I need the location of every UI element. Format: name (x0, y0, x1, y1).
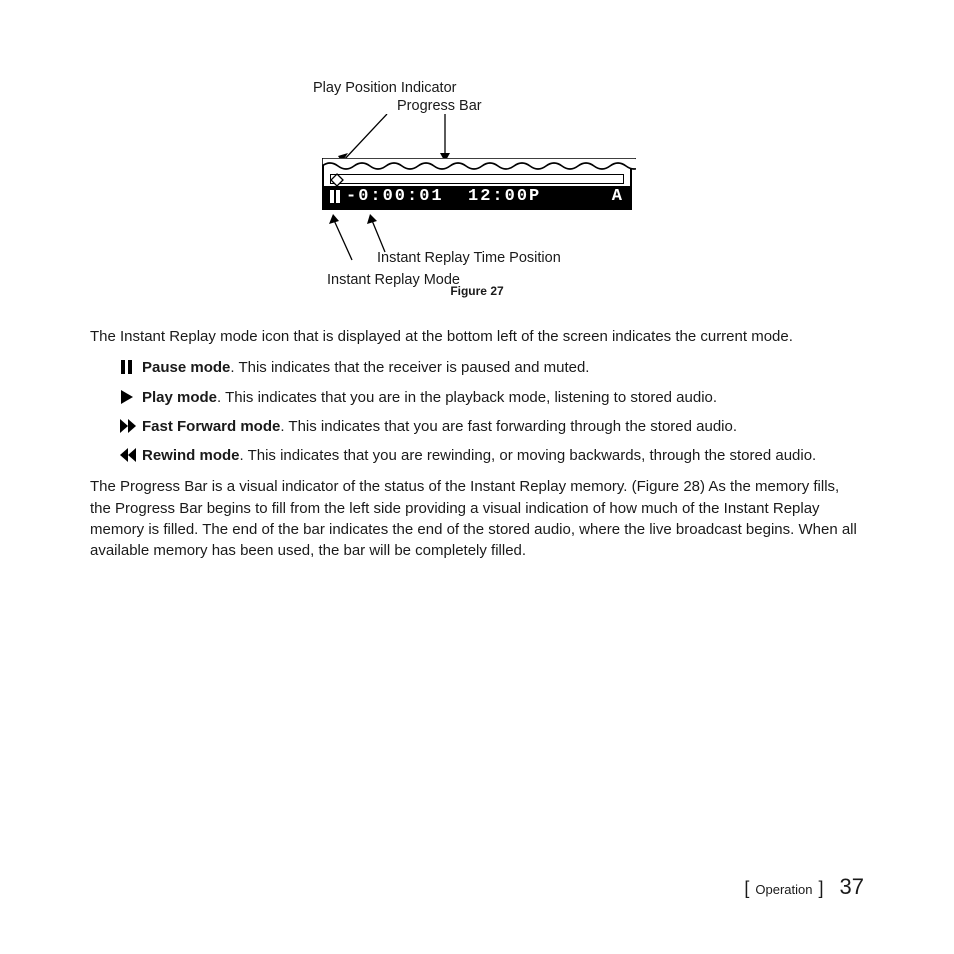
mode-play: Play mode. This indicates that you are i… (120, 387, 864, 408)
bracket-open: [ (744, 878, 749, 899)
body-text: The Instant Replay mode icon that is dis… (90, 326, 864, 562)
mode-ff-desc: . This indicates that you are fast forwa… (280, 418, 737, 435)
progress-row (324, 170, 630, 186)
label-instant-replay-mode: Instant Replay Mode (327, 272, 460, 288)
lcd-clock: 12:00P (468, 187, 541, 206)
play-position-indicator-icon (330, 173, 344, 187)
footer-section: Operation (755, 882, 812, 897)
label-play-position-indicator: Play Position Indicator (313, 80, 647, 96)
mode-pause-desc: . This indicates that the receiver is pa… (230, 359, 589, 376)
page-root: Play Position Indicator Progress Bar (0, 0, 954, 954)
bracket-close: ] (819, 878, 824, 899)
lcd-display: -0:00:01 12:00P A (322, 160, 632, 210)
page-footer: [ Operation ] 37 (744, 874, 864, 900)
mode-rw-label: Rewind mode (142, 447, 240, 464)
arrows-top (307, 114, 647, 160)
pause-icon (120, 357, 142, 378)
mode-rw: Rewind mode. This indicates that you are… (120, 445, 864, 466)
mode-list: Pause mode. This indicates that the rece… (90, 357, 864, 466)
mode-play-desc: . This indicates that you are in the pla… (217, 389, 717, 406)
label-progress-bar: Progress Bar (397, 98, 647, 114)
page-number: 37 (840, 874, 864, 900)
mode-ff: Fast Forward mode. This indicates that y… (120, 416, 864, 437)
play-icon (120, 387, 142, 408)
rewind-icon (120, 445, 142, 466)
diagram: Play Position Indicator Progress Bar (307, 80, 647, 298)
arrow-svg-bottom (307, 210, 647, 280)
mode-rw-desc: . This indicates that you are rewinding,… (240, 447, 817, 464)
arrows-bottom: Instant Replay Time Position Instant Rep… (307, 210, 647, 280)
lcd-spacer (444, 187, 468, 206)
lcd-right-indicator: A (612, 187, 624, 206)
intro-paragraph: The Instant Replay mode icon that is dis… (90, 326, 864, 347)
torn-edge (324, 160, 630, 170)
progress-bar-track (330, 174, 624, 184)
fast-forward-icon (120, 416, 142, 437)
mode-play-label: Play mode (142, 389, 217, 406)
mode-ff-label: Fast Forward mode (142, 418, 280, 435)
lcd-time-position: -0:00:01 (346, 187, 444, 206)
mode-pause-label: Pause mode (142, 359, 230, 376)
pause-icon (330, 190, 340, 203)
mode-pause: Pause mode. This indicates that the rece… (120, 357, 864, 378)
progress-bar-paragraph: The Progress Bar is a visual indicator o… (90, 476, 864, 561)
lcd-row: -0:00:01 12:00P A (324, 186, 630, 208)
label-instant-replay-time-position: Instant Replay Time Position (377, 250, 561, 266)
